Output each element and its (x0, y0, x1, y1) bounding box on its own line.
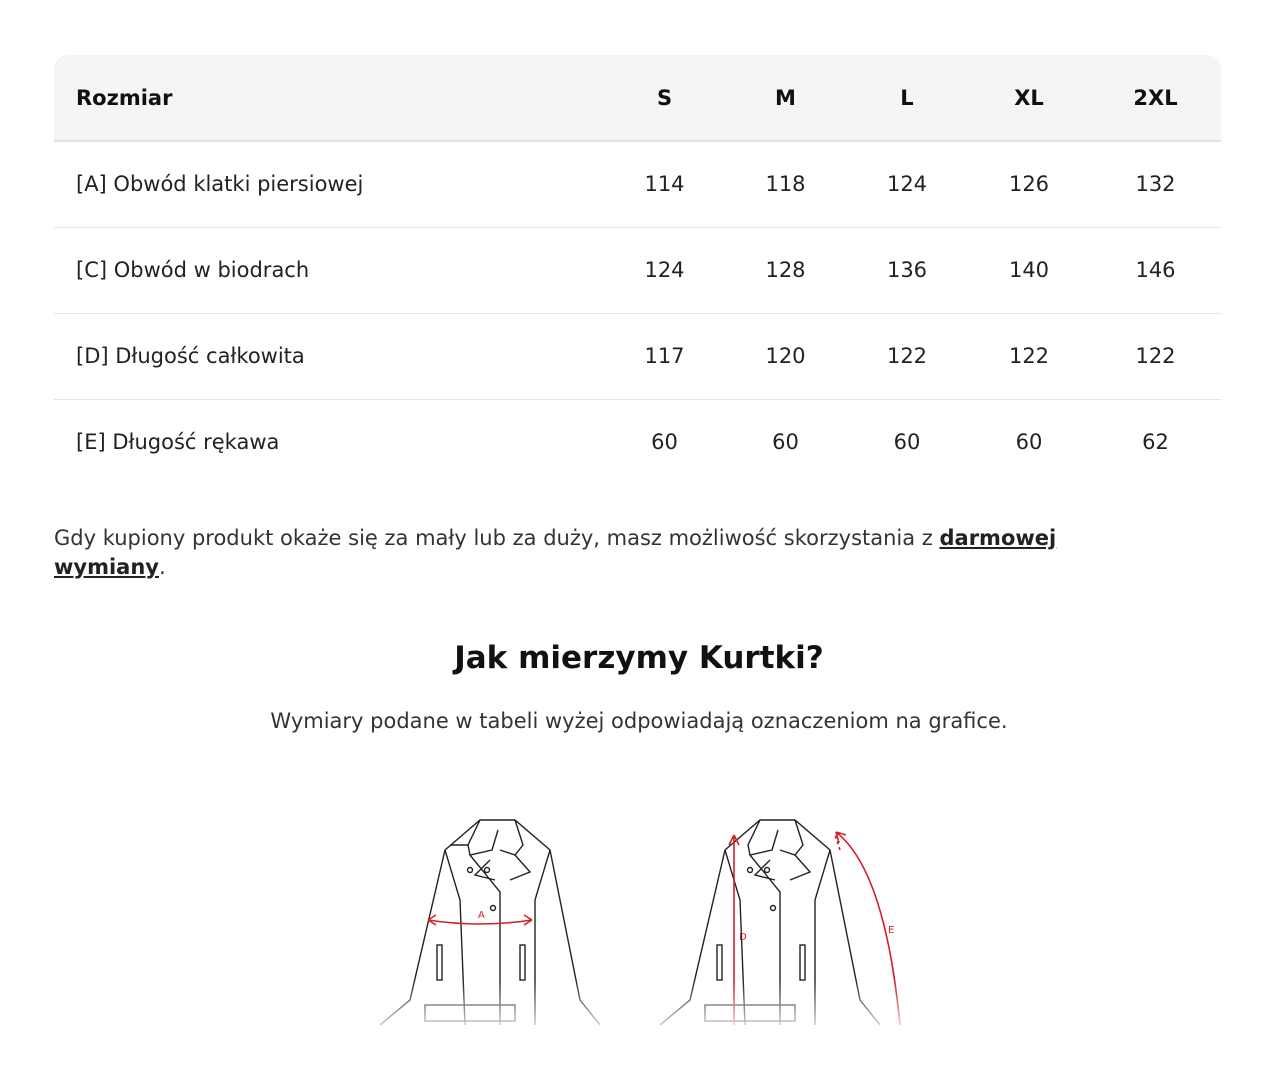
header-l: L (846, 55, 968, 142)
table-row: [D] Długość całkowita 117 120 122 122 122 (54, 313, 1221, 400)
size-value: 122 (1090, 313, 1221, 400)
row-label: [A] Obwód klatki piersiowej (54, 141, 604, 228)
row-label: [D] Długość całkowita (54, 313, 604, 400)
table-row: [E] Długość rękawa 60 60 60 60 62 (54, 399, 1221, 485)
size-value: 60 (1015, 430, 1043, 455)
size-value: 60 (893, 430, 921, 455)
label-d: D (739, 932, 747, 943)
size-value: 62 (1142, 430, 1169, 455)
size-value: 122 (968, 313, 1090, 400)
row-label: [C] Obwód w biodrach (54, 227, 604, 314)
size-value: 146 (1090, 227, 1221, 314)
free-exchange-link[interactable]: darmowej wymiany (54, 526, 1057, 579)
header-m: M (725, 55, 846, 142)
header-2xl: 2XL (1090, 55, 1221, 142)
header-xl: XL (968, 55, 1090, 142)
size-value: 117 (604, 313, 725, 400)
size-value: 122 (846, 313, 968, 400)
table-row: [C] Obwód w biodrach 124 128 136 140 146 (54, 227, 1221, 314)
size-value: 60 (651, 430, 678, 455)
size-table: Rozmiar S M L XL 2XL [A] Obwód klatki pi… (54, 55, 1221, 485)
table-row: [A] Obwód klatki piersiowej 114 118 124 126 1… (54, 141, 1221, 228)
chest-measure-arrow (427, 914, 533, 926)
size-value: 118 (725, 141, 846, 228)
size-value: 128 (725, 227, 846, 314)
label-e: E (888, 925, 894, 936)
section-title: Jak mierzymy Kurtki? (454, 640, 824, 676)
size-value: 132 (1090, 141, 1221, 228)
header-s: S (604, 55, 725, 142)
size-value: 114 (604, 141, 725, 228)
section-subtitle: Wymiary podane w tabeli wyżej odpowiadaj… (270, 709, 1008, 733)
size-value: 136 (846, 227, 968, 314)
size-value: 120 (725, 313, 846, 400)
size-value: 124 (604, 227, 725, 314)
label-a: A (478, 910, 485, 921)
size-value: 140 (968, 227, 1090, 314)
note-text: Gdy kupiony produkt okaże się za mały lu… (54, 526, 940, 550)
size-value: 126 (968, 141, 1090, 228)
size-value: 60 (772, 430, 799, 455)
size-value: 124 (846, 141, 968, 228)
exchange-note: Gdy kupiony produkt okaże się za mały lu… (54, 524, 1174, 582)
row-label: [E] Długość rękawa (76, 430, 280, 455)
table-header-row: Rozmiar S M L XL 2XL (54, 55, 1221, 142)
header-size: Rozmiar (54, 55, 604, 142)
note-end: . (158, 555, 166, 579)
image-fade (0, 980, 1278, 1040)
